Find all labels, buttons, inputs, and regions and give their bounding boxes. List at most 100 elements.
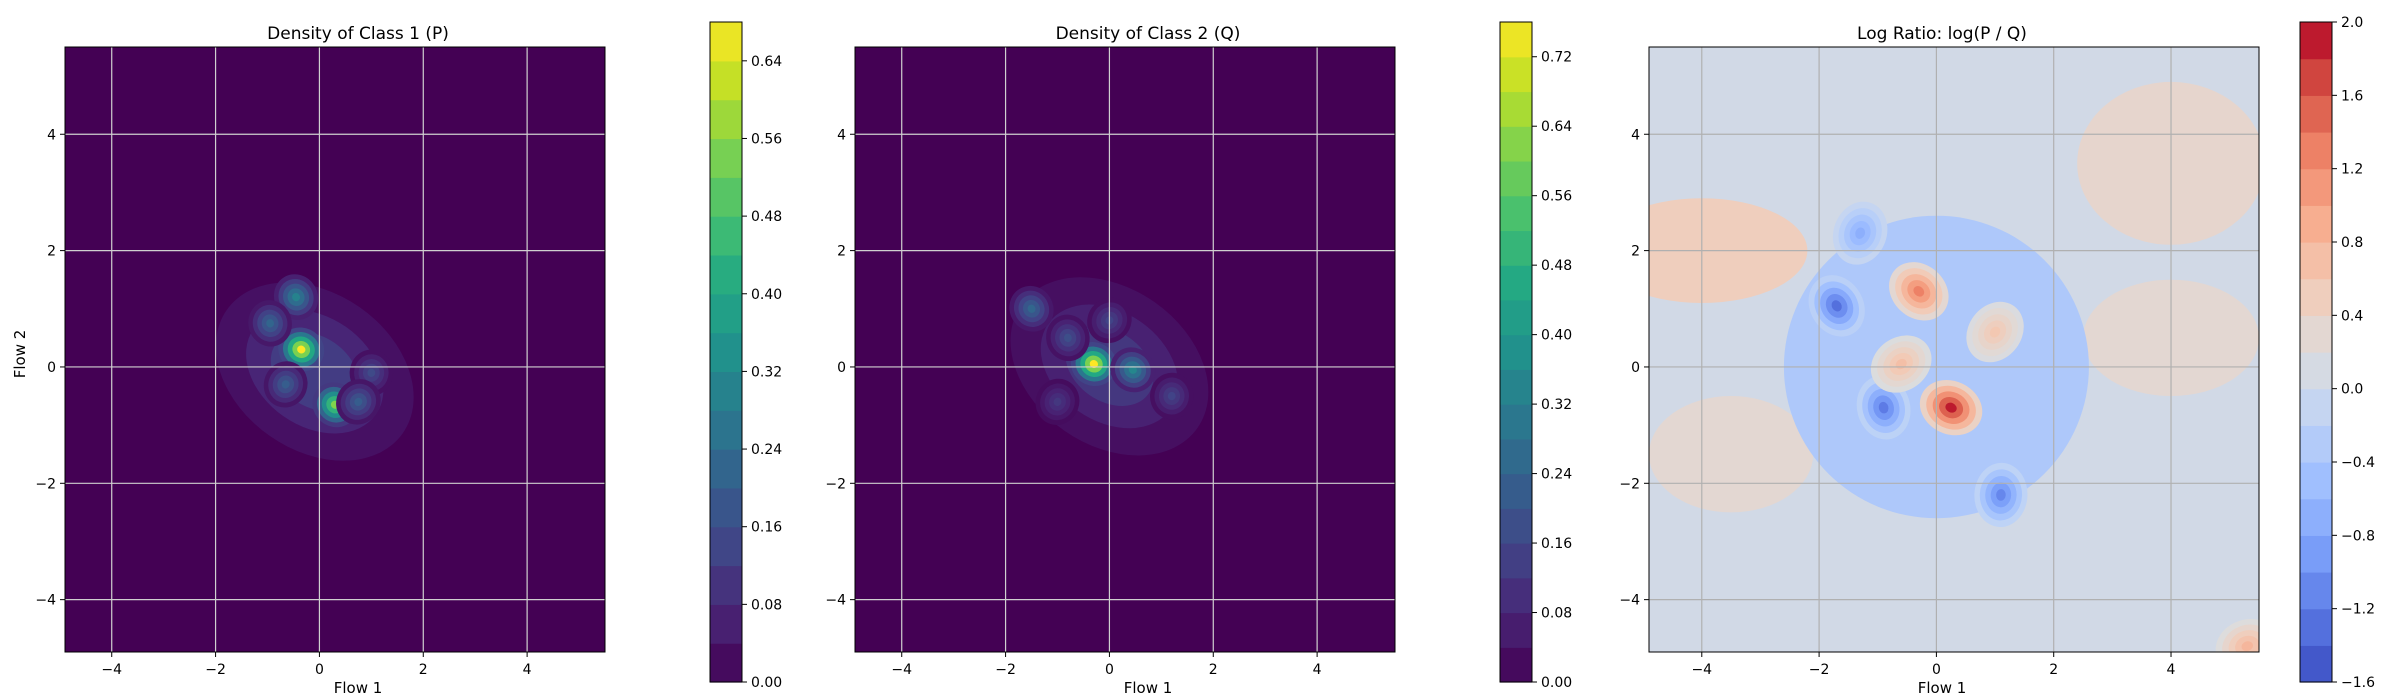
colorbar-band [1500, 438, 1532, 475]
colorbar-band [710, 526, 742, 567]
peak-contour [2241, 641, 2253, 652]
colorbar-tick-label: 0.08 [751, 597, 782, 613]
colorbar-band [2300, 462, 2332, 500]
x-axis-label: Flow 1 [1918, 679, 1967, 697]
colorbar-band [1500, 299, 1532, 336]
x-tick-label: −2 [205, 662, 226, 678]
colorbar-band [2300, 352, 2332, 390]
colorbar-band [1500, 577, 1532, 614]
y-axis-label: Flow 2 [11, 330, 29, 379]
peak-contour [1027, 304, 1036, 313]
colorbar-tick-label: 1.6 [2341, 88, 2363, 104]
x-tick-label: −4 [891, 662, 912, 678]
colorbar-tick-label: 0.32 [1541, 397, 1572, 413]
panel-density-p: −4 −2 0 2 4 −4 −2 0 2 4 0.00 0.08 0.16 0.24 0.32 0.40 0.… [11, 21, 782, 697]
colorbar-band [710, 293, 742, 334]
y-tick-label: 2 [47, 244, 56, 260]
colorbar-tick-label: 0.32 [751, 364, 782, 380]
colorbar-band [1500, 369, 1532, 405]
colorbar-tick-label: 0.24 [1541, 467, 1572, 483]
colorbar-tick-label: 0.64 [751, 54, 782, 70]
peak-contour [1063, 333, 1072, 343]
peak-contour [1053, 397, 1062, 407]
y-tick-label: 4 [1631, 127, 1640, 143]
colorbar-band [1500, 56, 1532, 93]
colorbar-band [2300, 425, 2332, 463]
y-tick-label: −2 [1619, 476, 1640, 492]
colorbar-band [1500, 126, 1532, 162]
colorbar-tick-label: 0.40 [1541, 328, 1572, 344]
colorbar-band [2300, 498, 2332, 536]
y-tick-label: 4 [47, 127, 56, 143]
x-tick-label: 0 [1105, 662, 1114, 678]
colorbar-tick-label: −1.2 [2341, 602, 2375, 618]
colorbar-tick-label: −0.8 [2341, 528, 2375, 544]
colorbar-band [710, 138, 742, 178]
colorbar-tick-label: −1.6 [2341, 675, 2375, 691]
colorbar-frame [2299, 21, 2333, 683]
colorbar-band [710, 332, 742, 373]
colorbar-band [710, 604, 742, 644]
colorbar-band [2300, 168, 2332, 206]
colorbar-band [710, 177, 742, 217]
peak-contour [1167, 391, 1176, 401]
y-tick-label: 4 [837, 127, 846, 143]
colorbar-band [2300, 278, 2332, 316]
peak-contour [292, 293, 301, 302]
colorbar-tick-label: 0.48 [751, 209, 782, 225]
colorbar-band [710, 565, 742, 605]
colorbar-band [1500, 473, 1532, 509]
colorbar-band [1500, 230, 1532, 266]
plot-frame [64, 46, 606, 653]
colorbar-band [2300, 22, 2332, 60]
peak-contour [1945, 402, 1957, 413]
colorbar-band [1500, 508, 1532, 544]
y-tick-label: −2 [35, 476, 56, 492]
colorbar-tick-label: 0.16 [1541, 536, 1572, 552]
x-tick-label: −4 [101, 662, 122, 678]
x-tick-label: 4 [2167, 662, 2176, 678]
colorbar-band [2300, 315, 2332, 353]
peak-contour [1989, 326, 2001, 338]
peak-contour [1996, 489, 2006, 501]
colorbar-tick-label: 0.48 [1541, 258, 1572, 274]
colorbar-band [710, 99, 742, 140]
x-tick-label: −2 [1809, 662, 1830, 678]
y-tick-label: 0 [1631, 360, 1640, 376]
peak-contour [266, 319, 275, 328]
colorbar-tick-label: 0.24 [751, 442, 782, 458]
colorbar-band [1500, 22, 1532, 58]
x-tick-label: 4 [523, 662, 532, 678]
panel-density-q: −4 −2 0 2 4 −4 −2 0 2 4 0.00 0.08 0.16 0.24 0.32 0.40 0.… [825, 21, 1572, 697]
peak-contour [1913, 286, 1925, 297]
x-tick-label: 0 [315, 662, 324, 678]
colorbar-tick-label: 0.72 [1541, 50, 1572, 66]
colorbar-band [710, 487, 742, 528]
x-tick-label: 4 [1313, 662, 1322, 678]
peak-contour [297, 345, 306, 354]
x-tick-label: 0 [1932, 662, 1941, 678]
x-axis-label: Flow 1 [334, 679, 383, 697]
y-tick-label: 2 [837, 244, 846, 260]
colorbar-band [2300, 572, 2332, 610]
x-tick-label: 2 [2049, 662, 2058, 678]
colorbar-band [710, 22, 742, 62]
colorbar-tick-label: 0.56 [1541, 189, 1572, 205]
colorbar-tick-label: 0.0 [2341, 382, 2363, 398]
peak-contour [367, 368, 376, 377]
peak-contour [1878, 401, 1889, 414]
peak-contour [281, 380, 290, 389]
colorbar-band [1500, 404, 1532, 440]
y-tick-label: −4 [1619, 593, 1640, 609]
colorbar-tick-label: 2.0 [2341, 15, 2363, 31]
x-tick-label: 2 [1209, 662, 1218, 678]
colorbar-frame [1499, 21, 1533, 683]
x-tick-label: 2 [419, 662, 428, 678]
plot-frame [854, 46, 1396, 653]
colorbar-band [2300, 608, 2332, 646]
colorbar-band [2300, 132, 2332, 170]
colorbar-band [710, 216, 742, 256]
colorbar-tick-label: 1.2 [2341, 162, 2363, 178]
y-tick-label: 2 [1631, 244, 1640, 260]
